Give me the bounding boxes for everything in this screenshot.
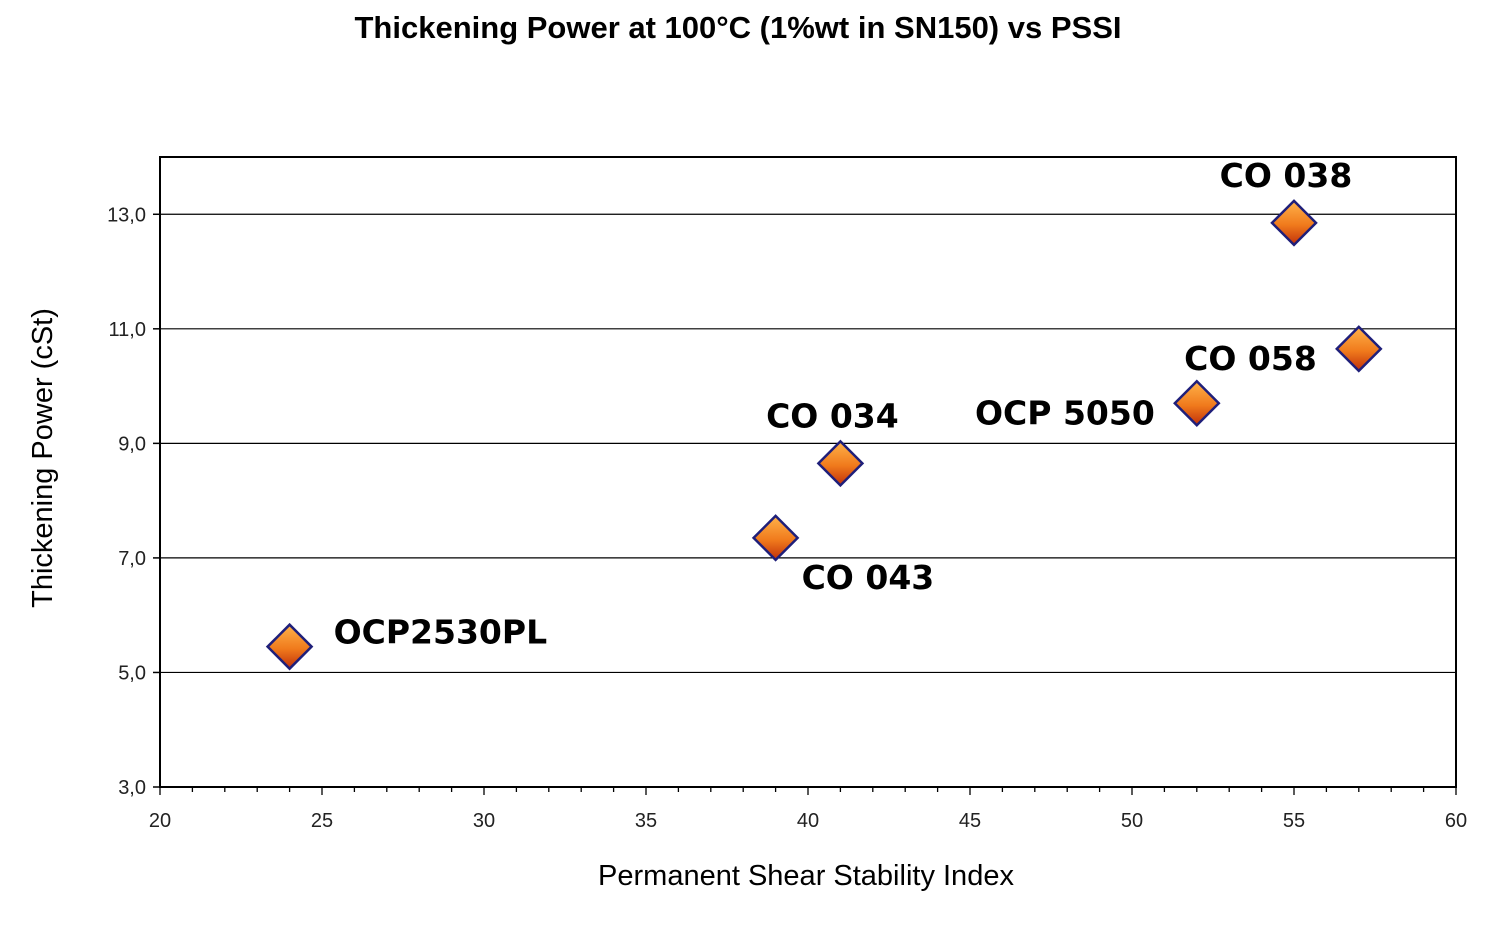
y-tick-label: 5,0 xyxy=(118,662,146,684)
y-tick-label: 3,0 xyxy=(118,777,146,799)
x-tick-label: 55 xyxy=(1283,810,1305,832)
data-point-diamond xyxy=(1270,199,1318,247)
point-label: CO 038 xyxy=(1220,156,1353,195)
tick-labels: 3,0 5,0 7,0 9,0 11,0 13,0 20 25 30 35 40 45 50 55 60 xyxy=(107,204,1467,832)
point-label: OCP2530PL xyxy=(334,613,548,652)
point-label: CO 043 xyxy=(802,558,935,597)
x-axis-title: Permanent Shear Stability Index xyxy=(598,860,1014,892)
chart-title: Thickening Power at 100°C (1%wt in SN150… xyxy=(354,10,1122,45)
point-label: CO 058 xyxy=(1184,339,1317,378)
data-point-diamond xyxy=(265,622,314,671)
gridlines xyxy=(160,213,1456,674)
axis-ticks xyxy=(153,213,1457,795)
data-point-diamond xyxy=(751,514,800,562)
x-tick-label: 30 xyxy=(473,810,495,832)
plot-area-frame xyxy=(159,156,1457,788)
point-label: OCP 5050 xyxy=(975,393,1155,432)
y-tick-label: 9,0 xyxy=(118,433,146,455)
x-tick-label: 50 xyxy=(1121,810,1143,832)
x-tick-label: 25 xyxy=(311,810,333,832)
y-tick-label: 11,0 xyxy=(109,319,146,341)
data-point-diamond xyxy=(1173,379,1221,428)
point-label: CO 034 xyxy=(766,396,899,435)
x-tick-label: 60 xyxy=(1445,810,1467,832)
x-tick-label: 40 xyxy=(797,810,819,832)
y-tick-label: 13,0 xyxy=(107,204,146,226)
data-point-diamond xyxy=(816,439,865,488)
data-point-diamond xyxy=(1335,325,1383,373)
data-points: OCP2530PL CO 043 CO 034 OCP 5050 CO 038 CO 05… xyxy=(265,156,1383,671)
x-tick-label: 35 xyxy=(635,810,657,832)
y-tick-label: 7,0 xyxy=(118,548,146,570)
x-tick-label: 45 xyxy=(959,810,981,832)
y-axis-title: Thickening Power (cSt) xyxy=(27,308,59,608)
x-tick-label: 20 xyxy=(149,810,171,832)
